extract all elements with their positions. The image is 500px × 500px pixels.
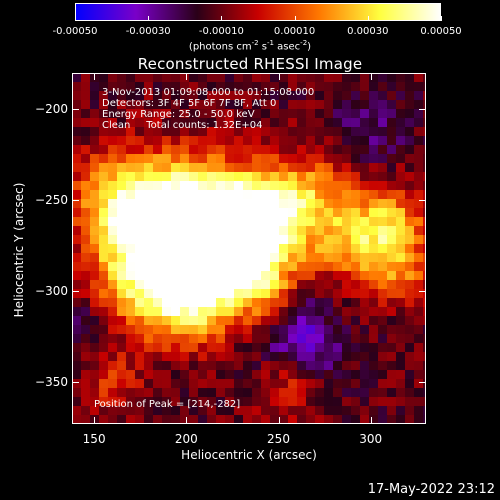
y-tick-mark xyxy=(419,291,426,293)
peak-position-label: Position of Peak = [214,-282] xyxy=(94,399,241,410)
y-tick-label: −350 xyxy=(35,375,68,390)
x-tick-mark xyxy=(278,73,280,80)
y-axis-label: Heliocentric Y (arcsec) xyxy=(12,182,26,318)
colorbar-tick-label: -0.00030 xyxy=(125,26,171,37)
chart-title: Reconstructed RHESSI Image xyxy=(137,55,363,73)
info-text: 3-Nov-2013 01:09:08.000 to 01:15:08.000 D… xyxy=(102,87,314,131)
y-tick-mark xyxy=(72,382,79,384)
y-tick-mark xyxy=(72,109,79,111)
x-tick-label: 200 xyxy=(174,432,198,446)
x-tick-mark xyxy=(370,73,372,80)
colorbar-tick-mark xyxy=(294,16,296,21)
y-tick-mark xyxy=(72,200,79,202)
colorbar-tick-mark xyxy=(75,16,76,21)
colorbar-tick-mark xyxy=(148,16,150,21)
colorbar-tick-mark xyxy=(367,16,369,21)
plot-area: 3-Nov-2013 01:09:08.000 to 01:15:08.000 D… xyxy=(72,73,426,424)
colorbar-tick-label: 0.00050 xyxy=(420,26,462,37)
y-tick-label: −200 xyxy=(35,102,68,117)
y-tick-mark xyxy=(72,291,79,293)
y-tick-mark xyxy=(419,200,426,202)
colorbar-frame xyxy=(75,3,441,21)
x-tick-label: 150 xyxy=(82,432,106,446)
x-tick-mark xyxy=(278,417,280,424)
colorbar-gradient xyxy=(75,3,441,21)
colorbar-tick-label: 0.00030 xyxy=(347,26,389,37)
y-tick-label: −300 xyxy=(35,284,68,299)
info-line-detectors: Detectors: 3F 4F 5F 6F 7F 8F, Att 0 xyxy=(102,98,277,109)
info-line-counts: Clean Total counts: 1.32E+04 xyxy=(102,120,263,131)
y-tick-mark xyxy=(419,109,426,111)
heatmap-image xyxy=(72,73,426,424)
colorbar-tick-label: -0.00050 xyxy=(52,26,98,37)
y-tick-mark xyxy=(419,382,426,384)
colorbar-tick-mark xyxy=(441,16,442,21)
colorbar-tick-label: -0.00010 xyxy=(198,26,244,37)
x-tick-label: 300 xyxy=(359,432,383,446)
colorbar-tick-mark xyxy=(221,16,223,21)
heatmap-cells xyxy=(72,73,426,424)
x-tick-mark xyxy=(94,73,96,80)
timestamp: 17-May-2022 23:12 xyxy=(367,482,495,497)
plot-frame xyxy=(72,73,426,424)
info-line-energy: Energy Range: 25.0 - 50.0 keV xyxy=(102,109,255,120)
info-line-time: 3-Nov-2013 01:09:08.000 to 01:15:08.000 xyxy=(102,87,315,98)
colorbar-units-label: (photons cm-2 s-1 asec-2) xyxy=(188,39,312,53)
x-axis-label: Heliocentric X (arcsec) xyxy=(181,448,317,462)
x-tick-mark xyxy=(94,417,96,424)
x-tick-mark xyxy=(370,417,372,424)
x-tick-label: 250 xyxy=(267,432,290,446)
x-tick-mark xyxy=(186,73,188,80)
colorbar-tick-label: 0.00010 xyxy=(273,26,316,37)
y-tick-label: −250 xyxy=(35,193,68,208)
colorbar xyxy=(75,3,441,21)
colorbar-fill xyxy=(75,3,441,21)
x-tick-mark xyxy=(186,417,188,424)
